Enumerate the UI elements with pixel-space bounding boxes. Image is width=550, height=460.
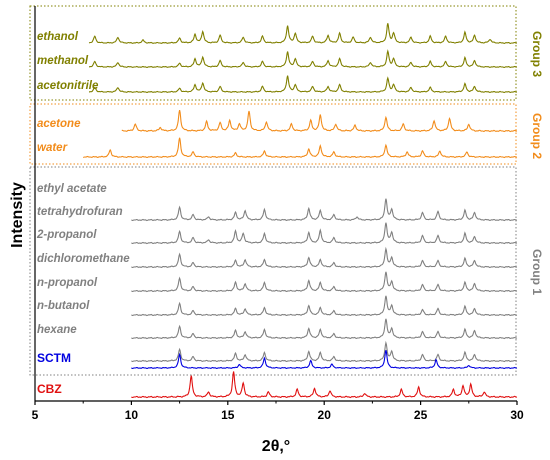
series-label-n-butanol: n-butanol: [37, 300, 90, 312]
series-label-water: water: [37, 142, 68, 154]
x-tick-label: 30: [510, 408, 524, 422]
series-water: [83, 137, 518, 159]
series-n-propanol: [131, 295, 518, 317]
group-1-box: [29, 166, 517, 376]
series-label-CBZ: CBZ: [37, 382, 62, 396]
x-tick-label: 15: [221, 408, 235, 422]
series-label-ethanol: ethanol: [37, 31, 79, 43]
group-2-label: Group 2: [530, 113, 544, 159]
x-tick-label: 5: [32, 408, 39, 422]
y-axis-title: Intensity: [9, 182, 26, 248]
series-label-dichloromethane: dichloromethane: [37, 253, 130, 265]
series-labels: ethanol methanol acetonitrile acetone water e…: [36, 31, 130, 396]
x-axis-title: 2θ,°: [262, 438, 290, 455]
series-SCTM: [131, 350, 518, 369]
x-axis: 5 10 15 20 25 30: [32, 6, 524, 422]
group-3-label: Group 3: [530, 31, 544, 77]
series-tetrahydrofuran: [131, 222, 518, 245]
series-2-propanol: [131, 246, 518, 269]
series-dichloromethane: [131, 271, 518, 293]
x-tick-label: 20: [318, 408, 332, 422]
series-acetonitrile: [89, 75, 518, 93]
series-label-ethyl-acetate: ethyl acetate: [37, 183, 107, 195]
series-label-SCTM: SCTM: [37, 351, 71, 365]
series-ethyl-acetate: [131, 198, 518, 222]
series-layer: [83, 23, 518, 399]
series-label-tetrahydrofuran: tetrahydrofuran: [37, 206, 123, 218]
group-3-box: [29, 5, 517, 101]
series-methanol: [89, 49, 518, 68]
series-hexane: [131, 340, 518, 363]
group-2-box: [29, 103, 517, 165]
series-label-methanol: methanol: [37, 55, 89, 67]
series-label-2-propanol: 2-propanol: [36, 229, 97, 241]
group-1-label: Group 1: [530, 249, 544, 295]
series-CBZ: [131, 371, 518, 399]
x-tick-label: 10: [125, 408, 139, 422]
series-label-n-propanol: n-propanol: [37, 277, 98, 289]
series-ethanol: [88, 23, 518, 44]
series-n-butanol: [131, 318, 518, 340]
series-label-acetonitrile: acetonitrile: [37, 80, 99, 92]
series-label-hexane: hexane: [37, 324, 77, 336]
series-label-acetone: acetone: [37, 118, 81, 130]
series-acetone: [121, 109, 518, 133]
group-boxes: Group 3 Group 2 Group 1: [29, 5, 544, 376]
x-tick-label: 25: [414, 408, 428, 422]
